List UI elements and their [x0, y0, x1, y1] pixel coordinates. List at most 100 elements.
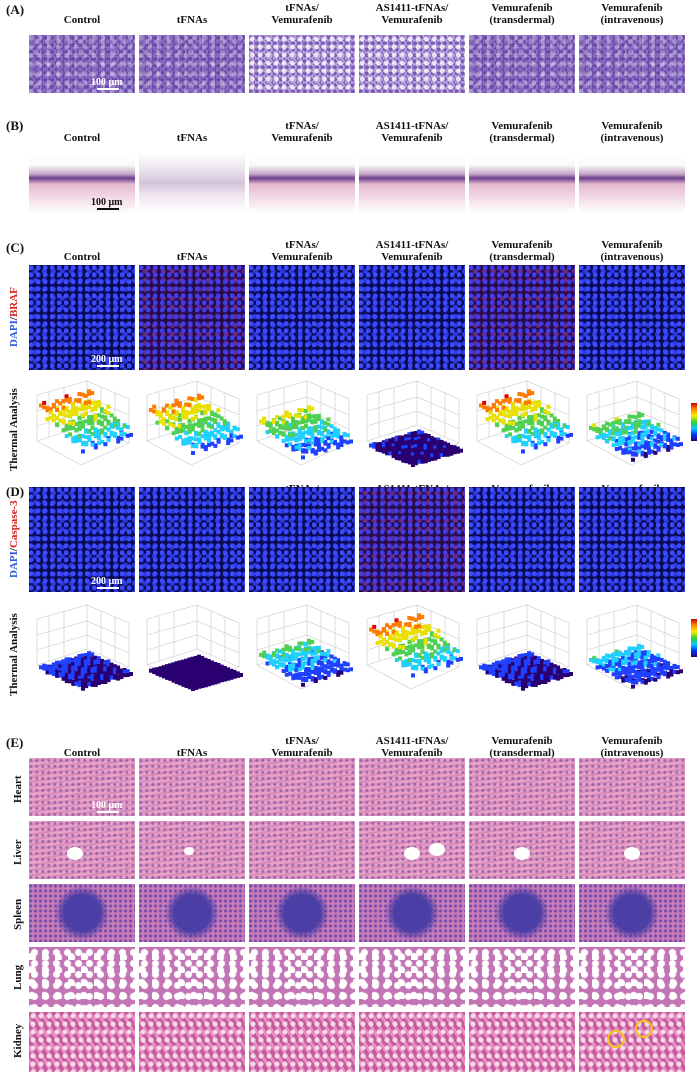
thermal-surface-cell: [407, 623, 412, 628]
kidney-he-image: [469, 1012, 575, 1072]
thermal-surface-cell: [203, 660, 208, 665]
thermal-surface-cell: [275, 434, 280, 439]
thermal-surface-cell: [307, 640, 311, 645]
column-header: tFNAs: [176, 747, 208, 759]
thermal-surface-cell: [627, 436, 632, 441]
thermal-surface-cell: [508, 679, 513, 684]
thermal-surface-cell: [77, 670, 82, 675]
thermal-surface-cell: [87, 678, 92, 683]
thermal-surface-cell: [74, 428, 79, 433]
thermal-surface-cell: [307, 647, 312, 651]
thermal-surface-cell: [174, 673, 179, 678]
thermal-surface-cell: [100, 408, 104, 413]
thermal-surface-cell: [197, 664, 202, 668]
thermal-surface-cell: [455, 446, 460, 451]
thermal-surface-cell: [646, 435, 651, 440]
thermal-surface-cell: [165, 425, 170, 430]
thermal-surface-cell: [207, 438, 211, 443]
thermal-surface-cell: [527, 669, 532, 674]
thermal-surface-cell: [291, 447, 296, 452]
thermal-surface-cell: [168, 674, 173, 679]
thermal-surface-cell: [113, 434, 117, 438]
thermal-surface-cell: [320, 674, 325, 679]
thermal-surface-cell: [184, 679, 189, 684]
thermal-surface-cell: [216, 674, 221, 679]
thermal-surface-cell: [423, 443, 428, 448]
thermal-surface-cell: [287, 412, 292, 417]
thermal-surface-cell: [174, 412, 179, 417]
column-header: tFNAs: [176, 251, 208, 263]
thermal-surface-cell: [501, 420, 506, 425]
thermal-surface-cell: [426, 653, 431, 657]
thermal-surface-cell: [482, 405, 487, 410]
thermal-surface-cell: [235, 427, 240, 432]
colorbar-d: [691, 619, 697, 657]
thermal-surface-cell: [514, 422, 519, 426]
thermal-surface-cell: [540, 414, 544, 419]
thermal-surface-cell: [527, 404, 532, 409]
thermal-surface-cell: [633, 415, 638, 420]
thermal-surface-cell: [417, 628, 422, 633]
thermal-surface-cell: [407, 444, 412, 449]
thermal-surface-cell: [323, 421, 328, 425]
thermal-surface-cell: [485, 666, 490, 671]
thermal-surface-cell: [300, 662, 305, 666]
thermal-surface-cell: [278, 425, 283, 430]
thermal-surface-cell: [77, 438, 82, 443]
thermal-surface-cell: [536, 429, 541, 433]
thermal-surface-cell: [336, 670, 341, 675]
thermal-surface-cell: [275, 422, 280, 427]
column-header: tFNAs/ Vemurafenib: [271, 120, 333, 144]
thermal-surface-cell: [565, 433, 570, 438]
thermal-surface-cell: [617, 662, 622, 667]
thermal-surface-cell: [177, 665, 182, 670]
thermal-surface-cell: [287, 647, 292, 652]
vessel-lumen: [67, 847, 83, 860]
thermal-surface-cell: [81, 686, 85, 691]
thermal-surface-cell: [171, 403, 176, 408]
thermal-surface-cell: [391, 636, 396, 641]
thermal-surface-cell: [627, 665, 632, 670]
thermal-surface-cell: [168, 665, 173, 670]
thermal-surface-cell: [226, 428, 231, 433]
thermal-surface-cell: [611, 652, 616, 657]
thermal-surface-cell: [193, 398, 198, 402]
thermal-surface-cell: [397, 437, 402, 442]
thermal-surface-cell: [537, 681, 541, 685]
thermal-surface-cell: [93, 427, 98, 432]
thermal-surface-cell: [103, 425, 108, 430]
thermal-surface-cell: [410, 448, 415, 453]
thermal-surface-cell: [549, 413, 554, 418]
thermal-surface-cell: [67, 414, 72, 419]
thermal-surface-cell: [653, 425, 658, 430]
thermal-surface-cell: [181, 675, 186, 680]
thermal-surface-cell: [524, 666, 528, 671]
thermal-surface-cell: [423, 454, 428, 459]
thermal-surface-cell: [61, 668, 66, 673]
thermal-surface-cell: [404, 652, 409, 657]
thermal-surface-cell: [42, 400, 47, 405]
thermal-surface-cell: [93, 431, 98, 436]
thermal-surface-cell: [517, 680, 522, 685]
thermal-surface-cell: [643, 650, 648, 655]
thermal-surface-cell: [533, 666, 538, 671]
thermal-surface-cell: [194, 674, 198, 679]
thermal-surface-cell: [669, 672, 674, 677]
thermal-surface-cell: [533, 400, 538, 405]
thermal-surface-cell: [452, 447, 457, 452]
thermal-surface-cell: [662, 659, 667, 664]
thermal-surface-cell: [184, 439, 189, 443]
thermal-surface-cell: [455, 657, 460, 662]
thermal-surface-cell: [565, 669, 570, 674]
caspase3-fluorescence-image: [469, 487, 575, 592]
thermal-surface-cell: [206, 670, 211, 675]
column-header: Vemurafenib (transdermal): [489, 2, 555, 26]
thermal-surface-cell: [527, 415, 532, 420]
thermal-surface-cell: [501, 412, 506, 417]
thermal-surface-cell: [187, 396, 192, 401]
thermal-surface-cell: [517, 426, 522, 431]
vessel-lumen: [514, 847, 530, 860]
thermal-surface-cell: [637, 431, 642, 436]
thermal-surface-cell: [235, 673, 240, 678]
thermal-surface-cell: [543, 671, 548, 676]
